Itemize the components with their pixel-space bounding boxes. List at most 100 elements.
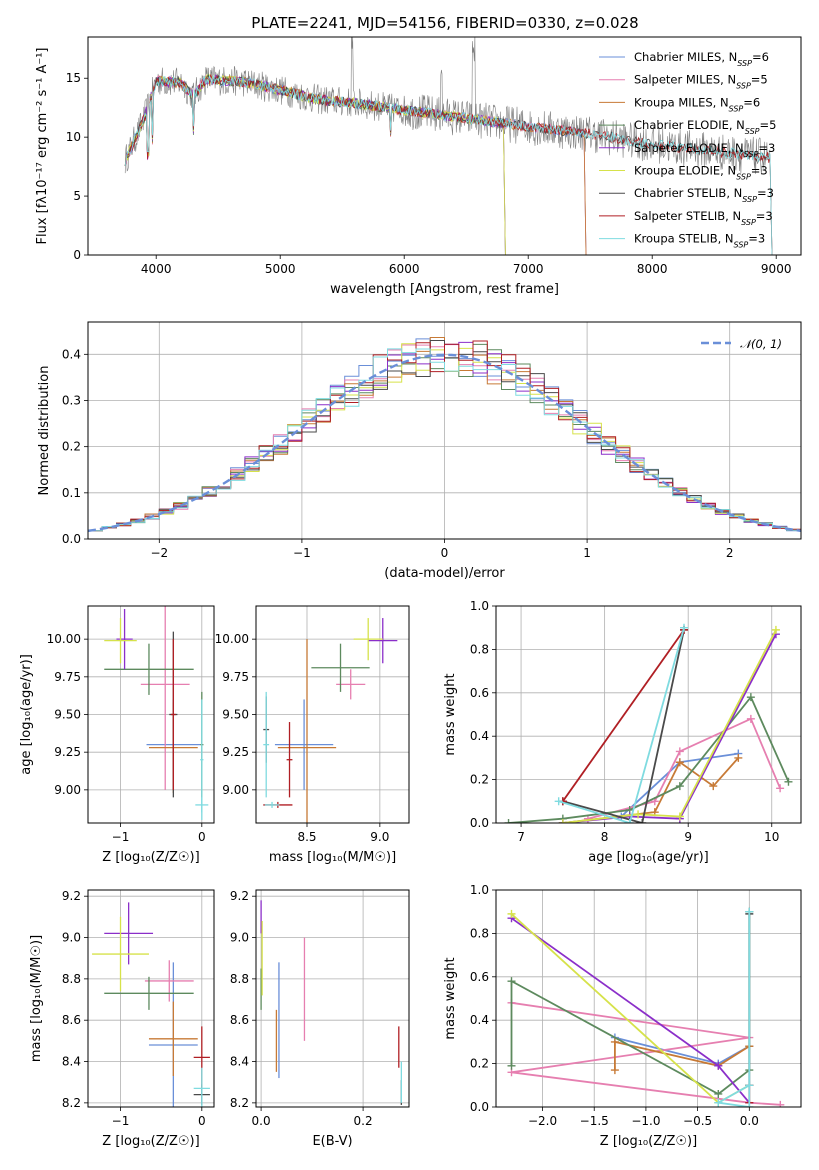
chart-title: PLATE=2241, MJD=54156, FIBERID=0330, z=0…	[251, 14, 638, 32]
y-tick-label: 0.2	[470, 773, 489, 787]
x-tick-label: −0.5	[683, 1114, 712, 1128]
weight-point	[680, 623, 689, 632]
x-tick-label: 9000	[761, 262, 792, 276]
weight-point	[507, 909, 516, 918]
y-tick-label: 0.4	[470, 1013, 489, 1027]
x-tick-label: 9	[684, 830, 692, 844]
y-tick-label: 0.6	[470, 686, 489, 700]
legend-entry: Kroupa STELIB, NSSP=3	[634, 232, 765, 250]
weight-point	[675, 758, 684, 767]
x-tick-label: −1	[293, 546, 311, 560]
x-tick-label: 9.0	[370, 830, 389, 844]
spectrum-plot-area	[124, 37, 773, 255]
x-tick-label: −1	[112, 830, 130, 844]
x-tick-label: −1	[112, 1114, 130, 1128]
y-tick-label: 10.00	[215, 632, 249, 646]
x-tick-label: 5000	[265, 262, 296, 276]
y-tick-label: 9.50	[222, 708, 249, 722]
y-tick-label: 9.75	[54, 670, 81, 684]
x-tick-label: 8000	[637, 262, 668, 276]
observed-spectrum	[124, 37, 771, 175]
weight-point	[507, 977, 516, 986]
plot-frame	[87, 36, 802, 256]
y-tick-label: 8.8	[62, 972, 81, 986]
weight-point	[554, 797, 563, 806]
y-tick-label: 1.0	[470, 883, 489, 897]
weight-point	[638, 819, 647, 823]
y-axis-label: mass weight	[443, 957, 458, 1039]
weight-point	[507, 1061, 516, 1070]
y-axis-label: Normed distribution	[37, 366, 52, 496]
model-spectrum-9	[124, 75, 773, 255]
weight-point	[675, 812, 684, 821]
x-tick-label: 0	[198, 1114, 206, 1128]
weight-vs-age-panel-plot-area	[504, 623, 793, 823]
y-tick-label: 5	[73, 189, 81, 203]
y-axis-label: mass weight	[443, 673, 458, 755]
y-tick-label: 0.2	[62, 440, 81, 454]
legend-entry: Salpeter MILES, NSSP=5	[634, 73, 768, 91]
x-tick-label: 2	[726, 546, 734, 560]
y-tick-label: 0.0	[470, 816, 489, 830]
weight-line-7	[562, 629, 685, 823]
y-tick-label: 8.6	[62, 1013, 81, 1027]
weight-point	[714, 1089, 723, 1098]
x-tick-label: 8.5	[297, 830, 316, 844]
legend: Chabrier MILES, NSSP=6 Salpeter MILES, NS…	[599, 50, 776, 249]
age-vs-mass-panel-plot-area	[263, 618, 398, 823]
weight-point	[771, 625, 780, 634]
age-vs-metallicity-panel: −1 0 9.00 9.25 9.50 9.75 10.00 Z [log₁₀(Z/Z☉)] a…	[19, 605, 215, 865]
legend-entry: Chabrier STELIB, NSSP=3	[634, 186, 774, 204]
y-tick-label: 0.0	[62, 532, 81, 546]
weight-point	[709, 782, 718, 791]
y-tick-label: 9.00	[222, 783, 249, 797]
y-tick-label: 0.8	[470, 926, 489, 940]
weight-point	[675, 782, 684, 791]
x-tick-label: −1.5	[580, 1114, 609, 1128]
y-tick-label: 9.2	[230, 889, 249, 903]
x-tick-label: −2	[150, 546, 168, 560]
weight-point	[776, 1100, 785, 1107]
residuals-panel: −2 −1 0 1 2 0.0 0.1 0.2 0.3 0.4 (data-model)/error…	[37, 321, 802, 581]
histogram-plot-area	[88, 337, 801, 533]
y-axis-label: mass [log₁₀(M/M☉)]	[29, 935, 44, 1062]
x-tick-label: 1	[583, 546, 591, 560]
x-axis-label: Z [log₁₀(Z/Z☉)]	[102, 850, 199, 865]
y-tick-label: 9.0	[62, 931, 81, 945]
y-axis-label: age [log₁₀(age/yr)]	[19, 654, 34, 775]
weight-line-9	[558, 627, 685, 823]
weight-line-2	[587, 717, 781, 820]
weight-line-9	[715, 911, 751, 1107]
y-tick-label: 9.0	[230, 931, 249, 945]
x-axis-label: mass [log₁₀(M/M☉)]	[269, 850, 396, 865]
weight-vs-age-panel: 7 8 9 10 0.0 0.2 0.4 0.6 0.8 1.0 age [log₁₀(age/yr…	[443, 599, 802, 865]
y-tick-label: 0	[73, 248, 81, 262]
y-tick-label: 8.4	[62, 1055, 81, 1069]
plot-frame	[87, 605, 215, 824]
y-tick-label: 9.00	[54, 783, 81, 797]
normal-reference-curve	[88, 353, 801, 533]
y-tick-label: 0.1	[62, 486, 81, 500]
weight-point	[776, 784, 785, 793]
y-tick-label: 8.2	[230, 1096, 249, 1110]
legend-entry: Chabrier MILES, NSSP=6	[634, 50, 769, 68]
weight-line-6	[562, 629, 777, 823]
x-axis-label: Z [log₁₀(Z/Z☉)]	[102, 1134, 199, 1149]
mass-vs-metallicity-panel: −1 0 8.2 8.4 8.6 8.8 9.0 9.2 Z [log₁₀(Z/Z☉)] mass…	[29, 889, 215, 1149]
x-tick-label: 6000	[389, 262, 420, 276]
y-axis-label: Flux [fλ10⁻¹⁷ erg cm⁻² s⁻¹ A⁻¹]	[35, 48, 50, 245]
legend-entry: Kroupa ELODIE, NSSP=3	[634, 164, 768, 182]
plot-frame	[87, 889, 215, 1108]
age-vs-mass-panel: 8.5 9.0 9.00 9.25 9.50 9.75 10.00 mass [log₁₀(M…	[215, 605, 410, 865]
x-tick-label: 0.0	[740, 1114, 759, 1128]
weight-line-4	[508, 695, 790, 823]
x-tick-label: 10	[764, 830, 779, 844]
y-tick-label: 9.2	[62, 889, 81, 903]
weight-point	[675, 747, 684, 756]
weight-line-5	[562, 633, 777, 823]
weight-point	[745, 1081, 754, 1090]
x-axis-label: Z [log₁₀(Z/Z☉)]	[600, 1134, 697, 1149]
plot-frame	[495, 605, 802, 824]
y-tick-label: 10	[66, 130, 81, 144]
